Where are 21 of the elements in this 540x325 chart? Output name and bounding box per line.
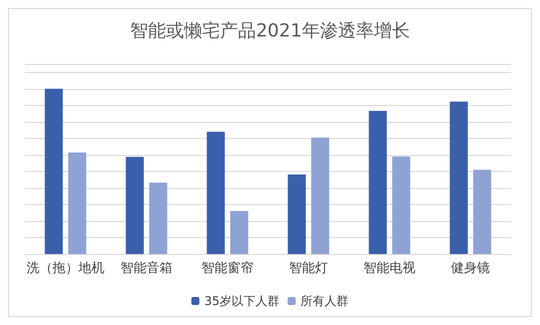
x-tick-label: 智能电视 (364, 261, 416, 276)
bar (68, 152, 86, 254)
bar (206, 132, 225, 254)
x-tick-label: 健身镜 (451, 261, 490, 276)
bar (368, 110, 387, 254)
x-tick-label: 智能灯 (289, 261, 328, 276)
x-tick-label: 洗（拖）地机 (26, 261, 104, 276)
bar (392, 156, 410, 254)
bar (44, 88, 63, 254)
legend-label: 所有人群 (300, 294, 349, 308)
bar (288, 174, 306, 254)
chart-title: 智能或懒宅产品2021年渗透率增长 (130, 20, 410, 42)
bar (230, 211, 248, 254)
bar (450, 102, 468, 254)
bar (126, 156, 144, 254)
x-tick-label: 智能音箱 (120, 261, 172, 276)
bar (473, 170, 492, 254)
x-tick-label: 智能窗帘 (202, 260, 254, 276)
legend-label: 35岁以下人群 (204, 294, 280, 308)
bar (149, 182, 168, 254)
bar (311, 138, 330, 254)
